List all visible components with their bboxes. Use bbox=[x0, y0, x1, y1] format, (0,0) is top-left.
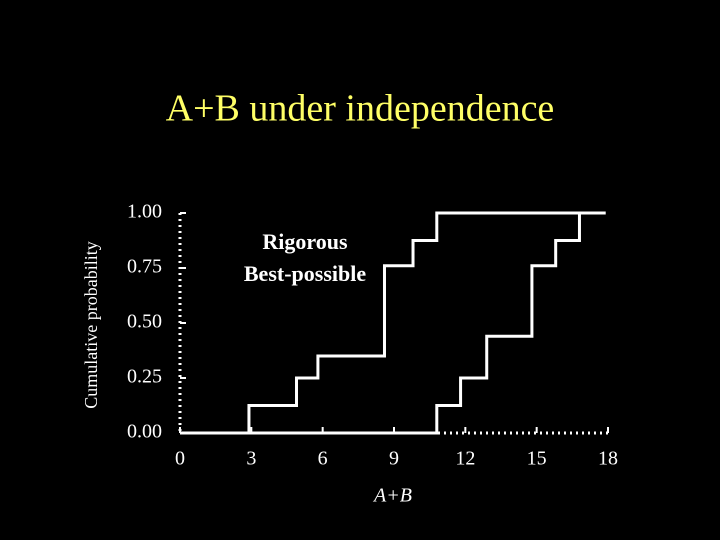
annotation: Best-possible bbox=[244, 261, 366, 286]
annotation: Rigorous bbox=[262, 229, 348, 254]
x-tick-label: 6 bbox=[318, 448, 328, 470]
y-tick-label: 1.00 bbox=[127, 201, 162, 223]
x-axis-label: A+B bbox=[372, 485, 412, 507]
x-tick-label: 0 bbox=[175, 448, 185, 470]
x-tick-label: 3 bbox=[246, 448, 256, 470]
step-line bbox=[180, 211, 606, 435]
chart-title: A+B under independence bbox=[166, 88, 555, 130]
x-tick-label: 12 bbox=[455, 448, 475, 470]
y-tick-label: 0.00 bbox=[127, 421, 162, 443]
x-tick-label: 15 bbox=[527, 448, 547, 470]
y-axis-label: Cumulative probability bbox=[81, 241, 101, 408]
y-tick-label: 0.75 bbox=[127, 256, 162, 278]
x-tick-label: 18 bbox=[598, 448, 618, 470]
step-line bbox=[180, 211, 606, 435]
y-tick-label: 0.50 bbox=[127, 311, 162, 333]
y-tick-label: 0.25 bbox=[127, 366, 162, 388]
x-tick-label: 9 bbox=[389, 448, 399, 470]
